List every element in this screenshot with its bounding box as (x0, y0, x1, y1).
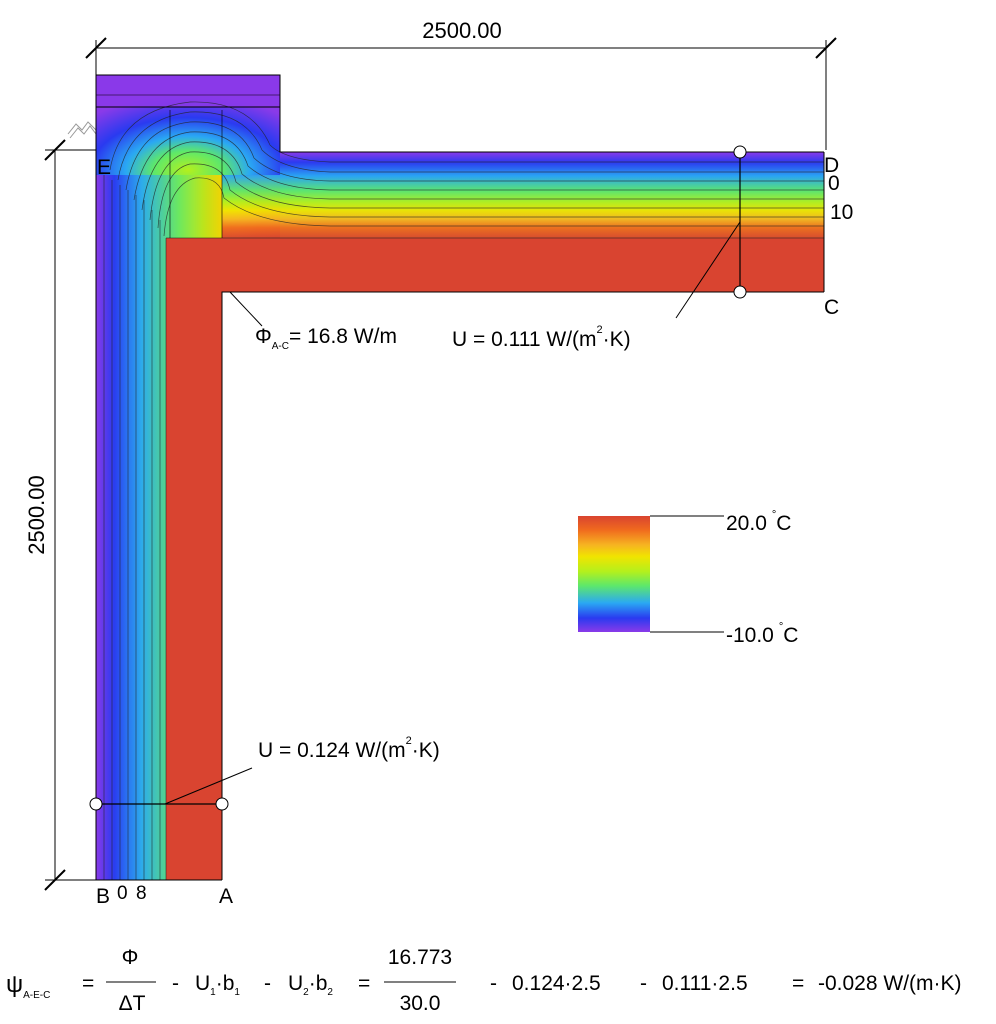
heat-flow-value: = 16.8 W/m (289, 325, 397, 348)
delta-t-denominator: ΔT (119, 992, 146, 1015)
point-label-a: A (219, 885, 233, 908)
wall-u-value: U = 0.124 W/(m (258, 739, 406, 762)
phi-numerator: Φ (122, 946, 139, 969)
temperature-legend: 20.0 °C -10.0 °C (578, 509, 798, 647)
isotherm-label-b-low: 0 (117, 883, 128, 904)
minus-sign: - (264, 972, 271, 995)
roof-u-exp: 2 (597, 324, 603, 336)
heat-flow-symbol: Φ (255, 325, 272, 348)
roof-u-value: U = 0.111 W/(m (452, 328, 597, 351)
top-dimension: 2500.00 (85, 18, 837, 150)
legend-color-bar (578, 516, 650, 632)
dot-symbol: · (309, 972, 316, 995)
psi-symbol: ψ (6, 971, 23, 998)
roof-u-section: U = 0.111 W/(m2·K) (452, 145, 747, 351)
formula-term-1: 0.124·2.5 (512, 972, 601, 995)
svg-text:U1·b1: U1·b1 (195, 972, 240, 998)
svg-text:20.0°C: 20.0 °C (726, 509, 791, 535)
svg-text:U = 0.111 W/(m2·K): U = 0.111 W/(m2·K) (452, 324, 631, 351)
legend-max: 20.0 (726, 512, 767, 535)
section-point (215, 797, 229, 811)
minus-sign: - (490, 972, 497, 995)
heat-flow-annotation: ΦA-C= 16.8 W/m (229, 291, 397, 352)
top-dimension-label: 2500.00 (422, 18, 502, 43)
minus-sign: - (172, 972, 179, 995)
b1-symbol: b (223, 972, 235, 995)
isotherm-label-d-high: 10 (830, 201, 853, 224)
svg-text:ΦA-C= 16.8 W/m: ΦA-C= 16.8 W/m (255, 325, 397, 352)
psi-formula: ψA-E-C = Φ ΔT - U1·b1 - U2·b2 = 16.773 3… (6, 946, 962, 1015)
dot-symbol: · (216, 972, 223, 995)
u2-symbol: U (288, 972, 303, 995)
u1-symbol: U (195, 972, 210, 995)
section-point (733, 285, 747, 299)
u2-subscript: 2 (303, 987, 309, 998)
formula-result: -0.028 W/(m·K) (818, 972, 962, 995)
hatch-icon (67, 121, 97, 139)
point-label-d: D (824, 154, 839, 177)
legend-deg-symbol: ° (772, 509, 776, 521)
equals-sign: = (792, 972, 804, 995)
section-point (733, 145, 747, 159)
formula-numerator: 16.773 (388, 946, 452, 969)
legend-min: -10.0 (726, 624, 774, 647)
roof-u-suffix: ·K) (603, 328, 631, 351)
wall-u-exp: 2 (406, 735, 412, 747)
equals-sign: = (358, 972, 370, 995)
point-label-e: E (97, 156, 111, 179)
svg-text:-10.0°C: -10.0 °C (726, 621, 798, 647)
formula-term-2: 0.111·2.5 (662, 972, 748, 995)
b1-subscript: 1 (234, 987, 240, 998)
legend-unit: C (783, 624, 798, 647)
legend-deg-symbol: ° (779, 621, 783, 633)
point-label-b: B (96, 885, 110, 908)
u1-subscript: 1 (210, 987, 216, 998)
svg-text:U2·b2: U2·b2 (288, 972, 333, 998)
temperature-field (95, 74, 825, 881)
legend-unit: C (776, 512, 791, 535)
isotherm-label-d-low: 0 (828, 172, 840, 195)
left-dimension-label: 2500.00 (24, 475, 49, 555)
b2-symbol: b (316, 972, 328, 995)
b2-subscript: 2 (327, 987, 333, 998)
equals-sign: = (82, 972, 94, 995)
svg-text:U = 0.124 W/(m2·K): U = 0.124 W/(m2·K) (258, 735, 440, 762)
left-dimension: 2500.00 (24, 139, 96, 891)
isotherm-label-b-high: 8 (136, 883, 147, 904)
heat-flow-subscript: A-C (272, 341, 289, 352)
svg-text:ψA-E-C: ψA-E-C (6, 971, 50, 1001)
wall-u-suffix: ·K) (412, 739, 440, 762)
section-point (89, 797, 103, 811)
minus-sign: - (640, 972, 647, 995)
wall-u-section: U = 0.124 W/(m2·K) (89, 735, 440, 811)
formula-denominator: 30.0 (400, 992, 441, 1015)
point-label-c: C (824, 296, 839, 319)
psi-subscript: A-E-C (23, 990, 50, 1001)
